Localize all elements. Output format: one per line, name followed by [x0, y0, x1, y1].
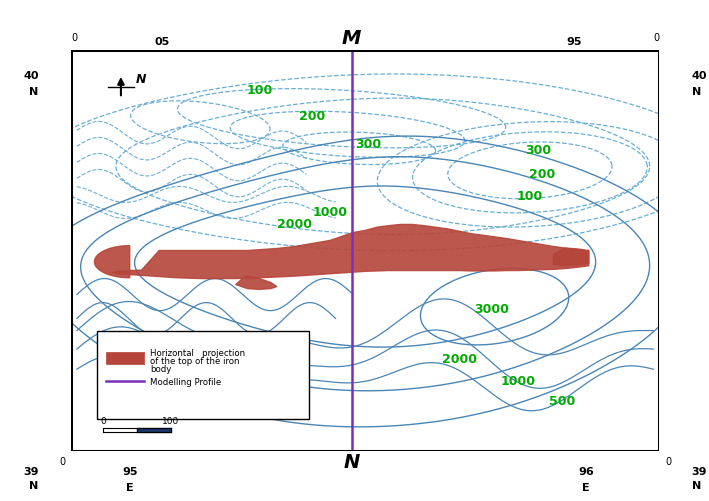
Text: 1000: 1000 [501, 375, 535, 388]
Text: 40: 40 [23, 71, 38, 81]
Polygon shape [112, 224, 588, 279]
Polygon shape [94, 245, 130, 278]
Text: N: N [692, 87, 701, 97]
Text: 0: 0 [101, 417, 106, 426]
Text: body: body [150, 365, 172, 374]
Text: N: N [29, 481, 38, 491]
Text: 2000: 2000 [277, 218, 312, 231]
Text: Horizontal   projection: Horizontal projection [150, 349, 245, 358]
Bar [97, 331, 309, 419]
Text: 0: 0 [665, 457, 671, 467]
Polygon shape [235, 276, 277, 290]
Text: 40: 40 [692, 71, 708, 81]
Text: 1000: 1000 [206, 355, 241, 368]
Text: N: N [136, 73, 147, 86]
Text: E: E [582, 483, 590, 493]
Text: 2000: 2000 [442, 353, 476, 366]
Text: 0: 0 [653, 33, 659, 43]
Text: 100: 100 [517, 190, 543, 203]
Bar [106, 352, 145, 364]
Text: 95: 95 [122, 467, 138, 477]
Text: 300: 300 [355, 138, 381, 151]
Polygon shape [554, 248, 588, 266]
Text: M: M [342, 29, 362, 48]
Text: 500: 500 [179, 379, 205, 392]
Text: E: E [126, 483, 133, 493]
Text: 300: 300 [525, 144, 552, 157]
Text: 0: 0 [71, 33, 77, 43]
Text: 39: 39 [23, 467, 38, 477]
Text: 39: 39 [692, 467, 708, 477]
Text: 100: 100 [162, 417, 179, 426]
Text: N: N [692, 481, 701, 491]
Text: Modelling Profile: Modelling Profile [150, 378, 222, 387]
Text: of the top of the iron: of the top of the iron [150, 357, 240, 366]
Text: 1000: 1000 [313, 206, 347, 219]
Text: 95: 95 [566, 37, 582, 47]
Text: N: N [343, 453, 359, 472]
Text: 500: 500 [549, 395, 576, 408]
Text: 0: 0 [59, 457, 65, 467]
Text: 96: 96 [578, 467, 593, 477]
Text: 200: 200 [528, 168, 555, 181]
Text: 3000: 3000 [474, 303, 509, 316]
Text: 05: 05 [155, 37, 169, 47]
Text: 200: 200 [299, 110, 325, 123]
Text: 100: 100 [246, 84, 272, 97]
Text: N: N [29, 87, 38, 97]
